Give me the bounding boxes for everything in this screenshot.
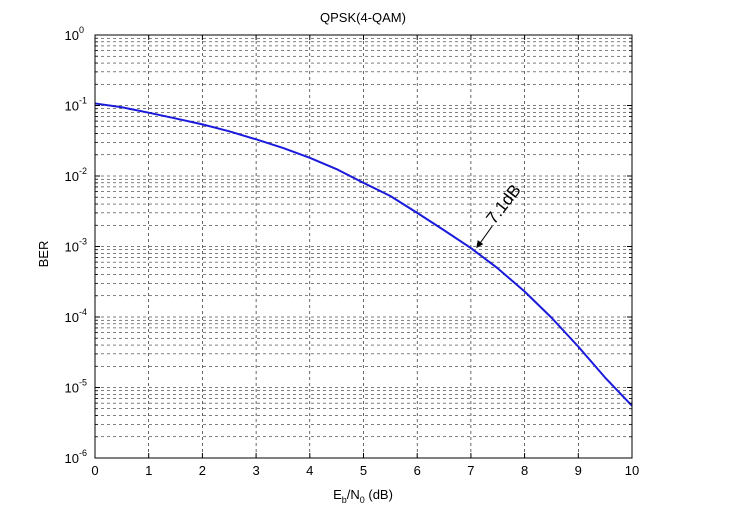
y-tick-label-base: 10 bbox=[65, 310, 79, 325]
x-tick-label: 2 bbox=[199, 463, 206, 478]
y-tick-label-exponent: -6 bbox=[79, 448, 87, 458]
y-tick-label-base: 10 bbox=[65, 381, 79, 396]
x-axis-label-mid: /N bbox=[347, 487, 360, 502]
y-tick-label-exponent: -3 bbox=[79, 237, 87, 247]
y-tick-label-exponent: 0 bbox=[79, 25, 84, 35]
x-tick-label: 5 bbox=[360, 463, 367, 478]
ber-curve bbox=[94, 102, 633, 407]
series-layer bbox=[94, 102, 633, 407]
grid bbox=[95, 35, 632, 458]
y-tick-label-base: 10 bbox=[65, 28, 79, 43]
x-axis-label-base: E bbox=[333, 487, 342, 502]
y-tick-label-base: 10 bbox=[65, 240, 79, 255]
y-tick-label-exponent: -4 bbox=[79, 307, 87, 317]
y-tick-label: 10 bbox=[65, 451, 79, 466]
x-tick-label: 8 bbox=[521, 463, 528, 478]
x-tick-label: 10 bbox=[625, 463, 639, 478]
x-axis-label-suffix: (dB) bbox=[365, 487, 393, 502]
x-axis-label-sub2: 0 bbox=[360, 495, 365, 505]
x-tick-label: 1 bbox=[145, 463, 152, 478]
x-tick-label: 9 bbox=[575, 463, 582, 478]
y-tick-label-base: 10 bbox=[65, 451, 79, 466]
y-tick-label: 10 bbox=[65, 240, 79, 255]
y-axis-label: BER bbox=[36, 241, 51, 268]
y-tick-label-exponent: -5 bbox=[79, 378, 87, 388]
y-tick-label: 10 bbox=[65, 169, 79, 184]
tick-marks bbox=[94, 35, 633, 459]
annotation-layer: 7.1dB bbox=[476, 181, 525, 249]
x-tick-label: 3 bbox=[252, 463, 259, 478]
annotation-label: 7.1dB bbox=[482, 181, 524, 228]
y-tick-label: 10 bbox=[65, 28, 79, 43]
y-tick-label-base: 10 bbox=[65, 99, 79, 114]
y-tick-label: 10 bbox=[65, 381, 79, 396]
annotation-arrowhead bbox=[476, 240, 484, 249]
x-tick-label: 0 bbox=[91, 463, 98, 478]
x-axis-label: Eb/N0 (dB) bbox=[333, 487, 393, 505]
y-tick-label-exponent: -1 bbox=[79, 96, 87, 106]
chart-title: QPSK(4-QAM) bbox=[320, 10, 406, 25]
x-tick-label: 4 bbox=[306, 463, 313, 478]
x-tick-label: 6 bbox=[414, 463, 421, 478]
y-tick-label: 10 bbox=[65, 310, 79, 325]
y-tick-label-base: 10 bbox=[65, 169, 79, 184]
x-tick-labels: 0 1 2 3 4 5 6 7 8 9 10 bbox=[91, 463, 639, 478]
y-tick-label: 10 bbox=[65, 99, 79, 114]
x-tick-label: 7 bbox=[467, 463, 474, 478]
x-axis-label-sub1: b bbox=[342, 495, 347, 505]
y-tick-label-exponent: -2 bbox=[79, 166, 87, 176]
